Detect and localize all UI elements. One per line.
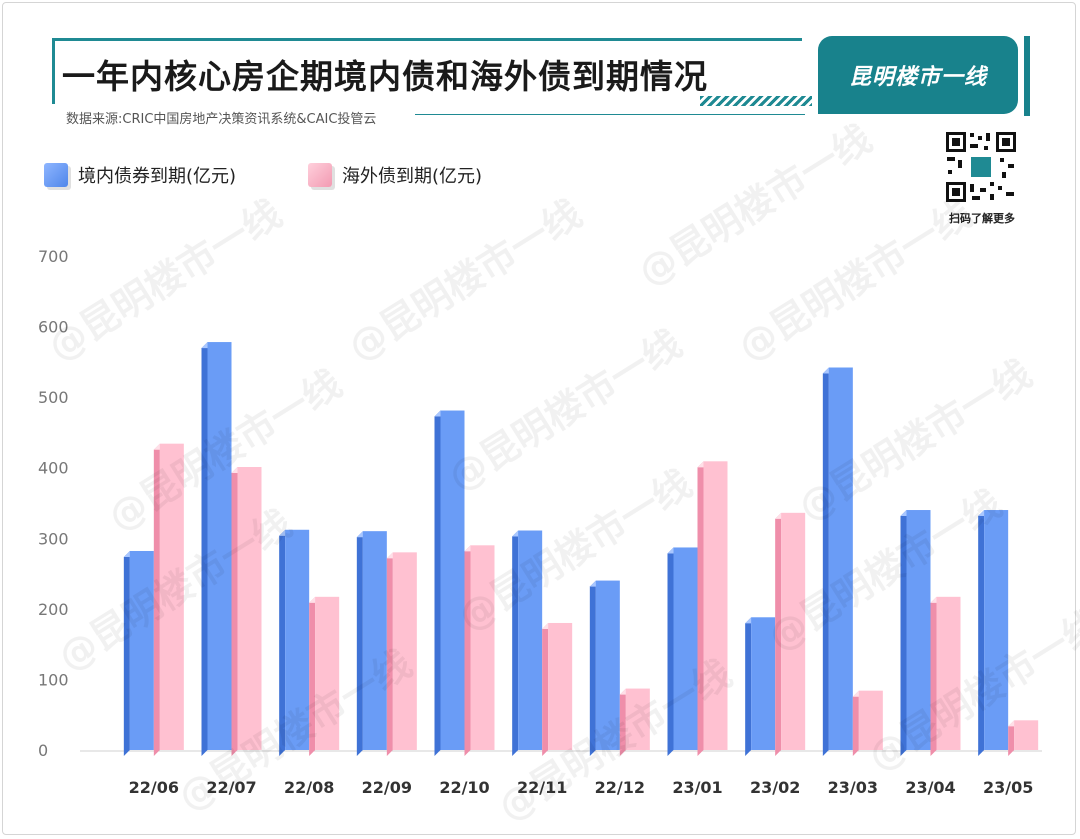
legend-item-domestic: 境内债券到期(亿元) bbox=[44, 162, 236, 188]
bar-side bbox=[464, 545, 471, 756]
legend-swatch-overseas bbox=[308, 163, 332, 187]
x-tick-label: 22/12 bbox=[595, 778, 645, 797]
data-source: 数据来源:CRIC中国房地产决策资讯系统&CAIC投管云 bbox=[66, 112, 377, 127]
bar-side bbox=[356, 531, 363, 756]
brand-edge bbox=[1024, 36, 1030, 116]
y-tick-label: 100 bbox=[38, 670, 69, 689]
title-border bbox=[52, 38, 802, 104]
decorative-stripes bbox=[700, 96, 812, 106]
bar-domestic bbox=[207, 342, 232, 750]
bar-overseas bbox=[781, 512, 806, 750]
bar-overseas bbox=[1014, 720, 1039, 750]
x-tick-label: 23/01 bbox=[672, 778, 722, 797]
bar-side bbox=[589, 580, 596, 756]
bar-side bbox=[852, 690, 859, 756]
qr-code-icon[interactable] bbox=[944, 130, 1018, 204]
brand-label: 昆明楼市一线 bbox=[848, 65, 987, 90]
bar-overseas bbox=[703, 461, 728, 750]
page-title: 一年内核心房企期境内债和海外债到期情况 bbox=[62, 57, 708, 96]
bar-side bbox=[201, 342, 208, 756]
bar-side bbox=[386, 552, 393, 756]
bar-domestic bbox=[285, 529, 310, 750]
bar-side bbox=[900, 510, 907, 756]
y-tick-label: 200 bbox=[38, 600, 69, 619]
x-tick-label: 22/11 bbox=[517, 778, 567, 797]
y-tick-label: 300 bbox=[38, 529, 69, 548]
bar-domestic bbox=[362, 531, 387, 750]
bar-side bbox=[279, 529, 286, 756]
bar-side bbox=[231, 467, 238, 756]
y-tick-label: 600 bbox=[38, 318, 69, 337]
bar-overseas bbox=[548, 622, 573, 750]
legend-label-overseas: 海外债到期(亿元) bbox=[342, 166, 483, 187]
y-tick-label: 0 bbox=[38, 741, 48, 760]
x-tick-label: 23/04 bbox=[905, 778, 955, 797]
bar-overseas bbox=[237, 467, 262, 750]
bar-domestic bbox=[129, 550, 154, 750]
x-tick-label: 22/07 bbox=[206, 778, 256, 797]
bar-side bbox=[434, 410, 441, 756]
bar-side bbox=[123, 550, 130, 756]
bar-domestic bbox=[906, 510, 931, 750]
bar-domestic bbox=[595, 580, 620, 750]
x-tick-label: 23/03 bbox=[828, 778, 878, 797]
bar-domestic bbox=[828, 367, 853, 750]
legend-swatch-domestic bbox=[44, 163, 68, 187]
legend-item-overseas: 海外债到期(亿元) bbox=[308, 162, 482, 188]
legend-label-domestic: 境内债券到期(亿元) bbox=[78, 166, 237, 187]
qr-caption: 扫码了解更多 bbox=[949, 212, 1015, 225]
x-tick-label: 22/10 bbox=[439, 778, 489, 797]
bar-domestic bbox=[751, 617, 776, 750]
bar-side bbox=[542, 622, 549, 756]
bar-side bbox=[822, 367, 829, 756]
x-tick-label: 22/09 bbox=[362, 778, 412, 797]
bar-domestic bbox=[440, 410, 465, 750]
bar-domestic bbox=[984, 510, 1009, 750]
bar-overseas bbox=[315, 596, 340, 750]
y-tick-label: 700 bbox=[38, 247, 69, 266]
x-tick-label: 23/02 bbox=[750, 778, 800, 797]
bar-side bbox=[930, 596, 937, 756]
bar-overseas bbox=[625, 688, 650, 750]
brand-badge: 昆明楼市一线 bbox=[818, 36, 1018, 114]
bar-domestic bbox=[673, 547, 698, 750]
bar-side bbox=[775, 512, 782, 756]
bar-side bbox=[619, 688, 626, 756]
bar-side bbox=[978, 510, 985, 756]
x-tick-label: 22/08 bbox=[284, 778, 334, 797]
x-tick-label: 22/06 bbox=[129, 778, 179, 797]
bar-overseas bbox=[392, 552, 417, 750]
bar-side bbox=[512, 530, 519, 756]
y-tick-label: 500 bbox=[38, 388, 69, 407]
bar-side bbox=[745, 617, 752, 756]
bar-overseas bbox=[858, 690, 883, 750]
bar-side bbox=[153, 443, 160, 756]
bar-side bbox=[309, 596, 316, 756]
bar-overseas bbox=[936, 596, 961, 750]
bar-overseas bbox=[159, 443, 184, 750]
bar-side bbox=[667, 547, 674, 756]
source-divider bbox=[415, 114, 805, 115]
y-tick-label: 400 bbox=[38, 459, 69, 478]
bar-domestic bbox=[518, 530, 543, 750]
bar-side bbox=[1008, 720, 1015, 756]
x-tick-label: 23/05 bbox=[983, 778, 1033, 797]
bar-overseas bbox=[470, 545, 495, 750]
bar-side bbox=[697, 461, 704, 756]
